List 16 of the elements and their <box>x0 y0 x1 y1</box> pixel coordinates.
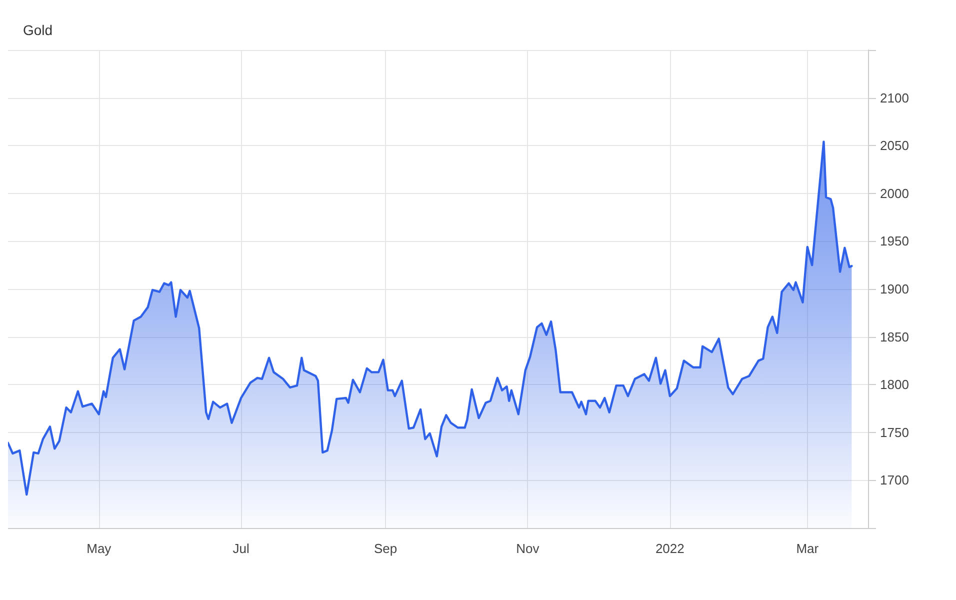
y-tick-label: 2100 <box>880 90 909 106</box>
y-tick-label: 1950 <box>880 234 909 249</box>
y-tick-label: 1850 <box>880 329 909 344</box>
y-tick-label: 1800 <box>880 377 909 392</box>
x-tick-label: Mar <box>796 541 820 556</box>
x-tick-label: 2022 <box>655 541 684 556</box>
x-tick-label: May <box>86 541 112 556</box>
y-tick-label: 1900 <box>880 282 909 296</box>
y-tick-label: 1700 <box>880 472 909 488</box>
chart-title: Gold <box>23 22 53 38</box>
x-tick-label: Nov <box>516 541 540 556</box>
y-tick-label: 2050 <box>880 138 909 154</box>
x-tick-label: Sep <box>374 541 398 556</box>
x-tick-label: Jul <box>232 541 250 556</box>
y-tick-label: 1750 <box>880 424 909 440</box>
y-tick-label: 2000 <box>880 186 909 201</box>
